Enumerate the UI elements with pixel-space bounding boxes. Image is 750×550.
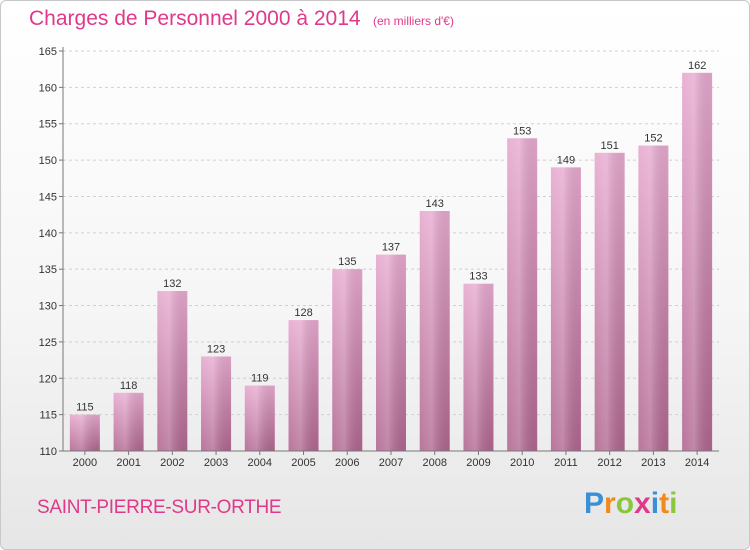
- chart-title: Charges de Personnel 2000 à 2014: [29, 7, 361, 30]
- x-tick-label: 2005: [291, 457, 315, 469]
- axes: [62, 47, 719, 452]
- x-tick-label: 2002: [160, 457, 184, 469]
- x-axis-ticks: 2000 2001 2002 2003 2004 2005 2006 2007 2008 2009…: [73, 451, 709, 469]
- value-label: 119: [251, 373, 269, 385]
- bar-shine: [332, 269, 363, 451]
- bar-shine: [157, 291, 188, 451]
- value-label: 162: [688, 60, 706, 72]
- value-label: 115: [76, 402, 94, 414]
- bar-shine: [376, 254, 406, 451]
- logo-letter: x: [634, 487, 651, 520]
- x-tick-label: 2006: [335, 457, 359, 469]
- logo-letter: P: [584, 487, 605, 520]
- x-tick-label: 2007: [379, 457, 403, 469]
- bar-shine: [69, 414, 100, 451]
- bar-shine: [682, 72, 713, 452]
- value-label: 133: [469, 271, 487, 283]
- y-tick-label: 160: [39, 82, 57, 94]
- y-tick-label: 125: [39, 337, 57, 349]
- value-label: 151: [600, 140, 618, 152]
- value-label: 128: [294, 307, 312, 319]
- y-axis-ticks: 110 115 120 125 130 135 140 145 150 155 160 165: [39, 46, 63, 458]
- x-tick-label: 2004: [248, 457, 272, 469]
- value-label: 137: [382, 242, 400, 254]
- logo-letter: r: [604, 487, 616, 520]
- y-tick-label: 150: [39, 155, 57, 167]
- y-tick-label: 165: [39, 46, 57, 58]
- logo-letter: o: [615, 487, 635, 520]
- x-tick-label: 2012: [597, 457, 621, 469]
- bar-shine: [113, 392, 144, 451]
- place-name: SAINT-PIERRE-SUR-ORTHE: [37, 497, 282, 518]
- bar-shine: [594, 152, 625, 451]
- bar-shine: [550, 167, 581, 451]
- bar-shine: [638, 145, 669, 451]
- y-tick-label: 120: [39, 373, 57, 385]
- x-tick-label: 2011: [554, 457, 578, 469]
- bar-shine: [463, 283, 494, 451]
- chart-subtitle: (en milliers d'€): [373, 14, 454, 28]
- logo-letter: t: [659, 487, 670, 520]
- value-label: 143: [426, 198, 444, 210]
- x-tick-label: 2000: [73, 457, 97, 469]
- x-tick-label: 2001: [116, 457, 140, 469]
- value-label: 123: [207, 343, 225, 355]
- y-tick-label: 135: [39, 264, 57, 276]
- logo-letter: i: [669, 487, 678, 520]
- bars: [69, 72, 713, 452]
- y-tick-label: 145: [39, 191, 57, 203]
- value-label: 118: [120, 380, 138, 392]
- y-tick-label: 110: [39, 446, 57, 458]
- y-tick-label: 140: [39, 228, 57, 240]
- value-label: 149: [557, 154, 575, 166]
- bar-shine: [288, 320, 319, 451]
- value-label: 152: [644, 133, 662, 145]
- value-label: 153: [513, 125, 531, 137]
- x-tick-label: 2010: [510, 457, 534, 469]
- bar-shine: [201, 356, 232, 451]
- y-tick-label: 115: [39, 410, 57, 422]
- logo-letter: i: [650, 487, 660, 520]
- y-tick-label: 155: [39, 119, 57, 131]
- x-tick-label: 2008: [422, 457, 446, 469]
- value-labels: 115 118 132 123 119 128 135 137 143 133 153 149 151 1…: [76, 60, 706, 414]
- value-label: 132: [163, 278, 181, 290]
- y-tick-label: 130: [39, 301, 57, 313]
- x-tick-label: 2014: [685, 457, 709, 469]
- bar-shine: [244, 385, 275, 451]
- x-tick-label: 2003: [204, 457, 228, 469]
- x-tick-label: 2009: [466, 457, 490, 469]
- proxiti-logo: Proxiti: [584, 487, 677, 521]
- x-tick-label: 2013: [641, 457, 665, 469]
- value-label: 135: [338, 256, 356, 268]
- bar-shine: [507, 138, 538, 452]
- bar-shine: [419, 211, 450, 451]
